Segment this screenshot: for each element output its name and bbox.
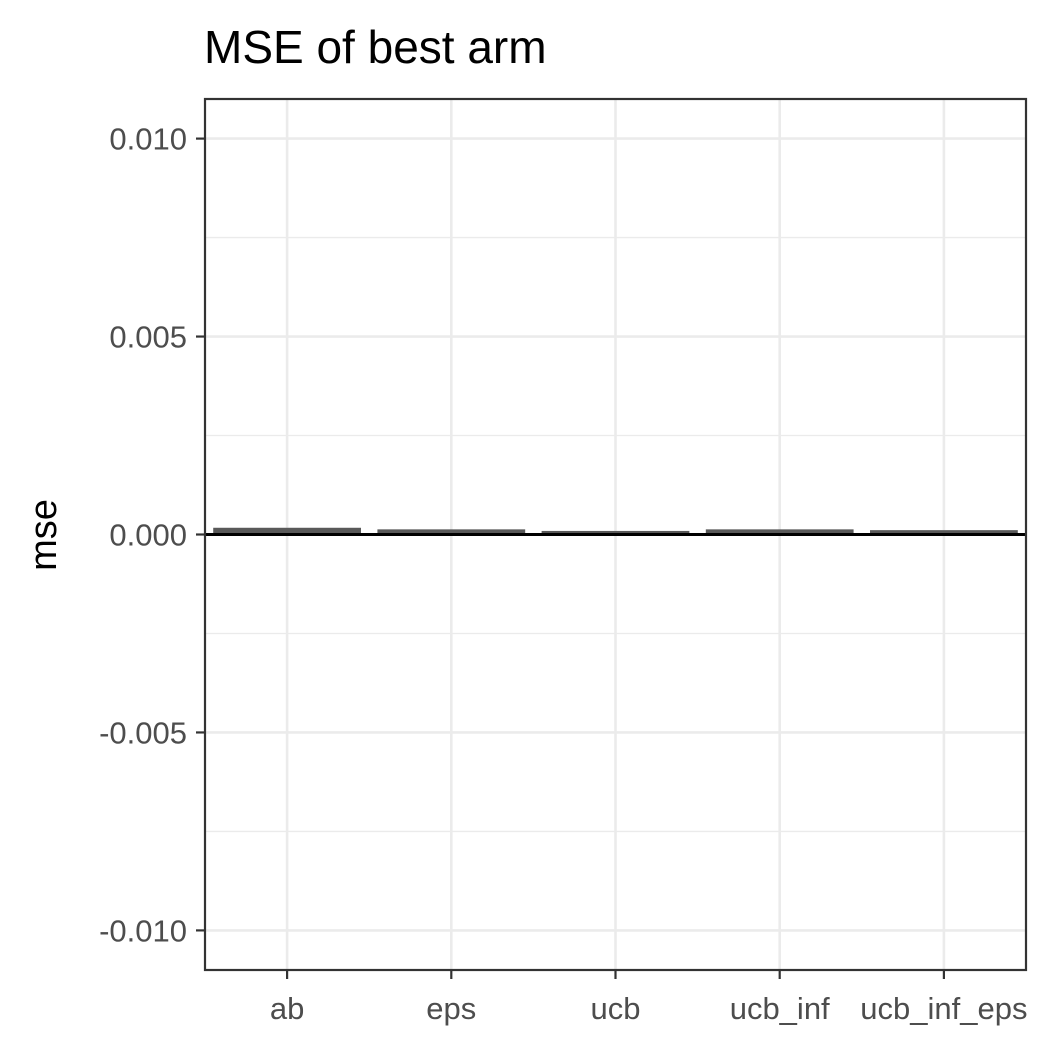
x-tick-label: ucb_inf_eps [860,991,1027,1026]
y-tick-label: -0.005 [99,715,187,750]
bar-ucb [541,530,690,535]
x-tick-label: ucb [591,991,641,1026]
x-tick-label: eps [426,991,476,1026]
y-tick-label: -0.010 [99,913,187,948]
bar-ucb_inf_eps [870,530,1018,535]
bars [213,527,1018,535]
chart-title: MSE of best arm [204,21,547,73]
bar-eps [377,529,526,535]
y-axis-label: mse [23,499,65,571]
bar-ucb_inf [705,529,854,535]
x-tick-label: ab [270,991,304,1026]
y-tick-label: 0.010 [109,122,187,157]
x-tick-label: ucb_inf [730,991,830,1026]
bar-ab [213,527,361,535]
y-tick-label: 0.000 [109,518,187,553]
axes: -0.010 -0.005 0.000 0.005 0.010 ab eps ucb ucb_i… [99,122,1027,1026]
y-tick-label: 0.005 [109,320,187,355]
